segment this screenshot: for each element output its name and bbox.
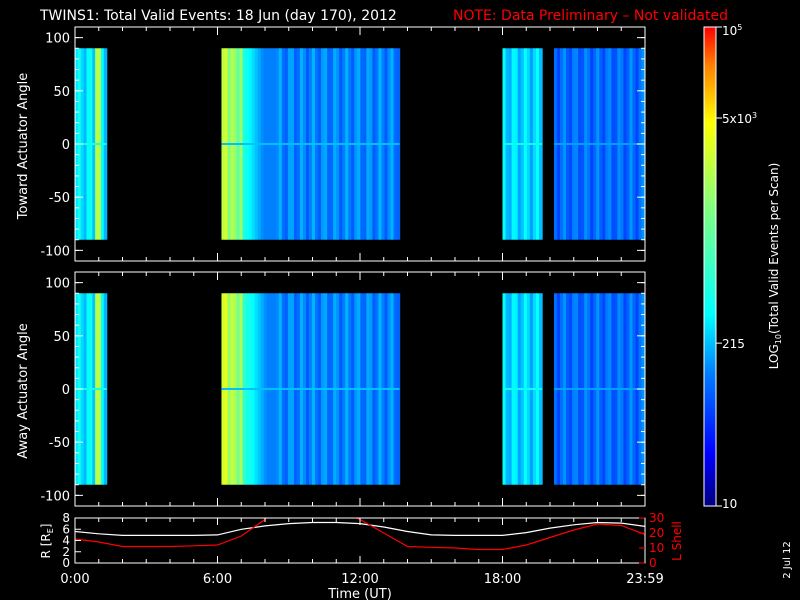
lshell-tick-label: 30 (649, 511, 664, 525)
away-ylabel: Away Actuator Angle (16, 323, 31, 458)
colorbar-tick-label: 105 (722, 23, 742, 38)
colorbar-label: LOG10(Total Valid Events per Scan) (767, 163, 783, 370)
time-tick-label: 6:00 (203, 572, 232, 587)
toward-panel: 100 50 0 -50 -100 Toward Actuator Angle (16, 26, 646, 262)
colorbar-tick-label: 5x103 (722, 111, 757, 126)
toward-ticks: 100 50 0 -50 -100 (40, 27, 646, 261)
y-tick-label: -50 (49, 436, 70, 451)
chart-title: TWINS1: Total Valid Events: 18 Jun (day … (39, 8, 397, 24)
date-stamp: 2 Jul 12 (782, 541, 793, 579)
colorbar-tick-label: 215 (722, 337, 745, 351)
lshell-tick-label: 10 (649, 541, 664, 555)
time-tick-label: 23:59 (626, 572, 663, 587)
y-tick-label: -100 (40, 489, 70, 504)
y-tick-label: -50 (49, 191, 70, 206)
time-tick-label: 18:00 (484, 572, 521, 587)
colorbar-tick-label: 10 (722, 497, 737, 511)
lshell-series-line (75, 518, 645, 551)
away-ticks: 100 50 0 -50 -100 (40, 272, 646, 506)
time-tick-label: 12:00 (341, 572, 378, 587)
away-panel: 100 50 0 -50 -100 Away Actuator Angle (16, 271, 646, 507)
time-axis-label: Time (UT) (327, 587, 392, 600)
r-tick-label: 2 (62, 545, 70, 559)
r-tick-label: 4 (62, 534, 70, 548)
lshell-tick-label: 20 (649, 526, 664, 540)
colorbar-gradient (703, 26, 717, 507)
r-tick-label: 0 (62, 556, 70, 570)
r-tick-label: 6 (62, 522, 70, 536)
y-tick-label: 0 (62, 383, 70, 398)
colorbar: 105 5x103 215 10 LOG10(Total Valid Events p… (703, 23, 783, 511)
r-axis-label: R [RE] (39, 524, 55, 559)
colorbar-ticks: 105 5x103 215 10 (716, 23, 757, 511)
r-tick-label: 8 (62, 511, 70, 525)
lshell-axis-label: L Shell (670, 521, 684, 561)
away-heatmap (75, 293, 646, 485)
toward-heatmap (75, 48, 646, 240)
toward-ylabel: Toward Actuator Angle (16, 73, 31, 220)
y-tick-label: 0 (62, 138, 70, 153)
y-tick-label: 100 (45, 32, 70, 47)
time-tick-label: 0:00 (60, 572, 89, 587)
y-tick-label: 50 (53, 85, 70, 100)
lshell-tick-label: 0 (649, 556, 657, 570)
y-tick-label: 100 (45, 277, 70, 292)
y-tick-label: -100 (40, 244, 70, 259)
preliminary-note: NOTE: Data Preliminary – Not validated (453, 8, 728, 24)
y-tick-label: 50 (53, 330, 70, 345)
